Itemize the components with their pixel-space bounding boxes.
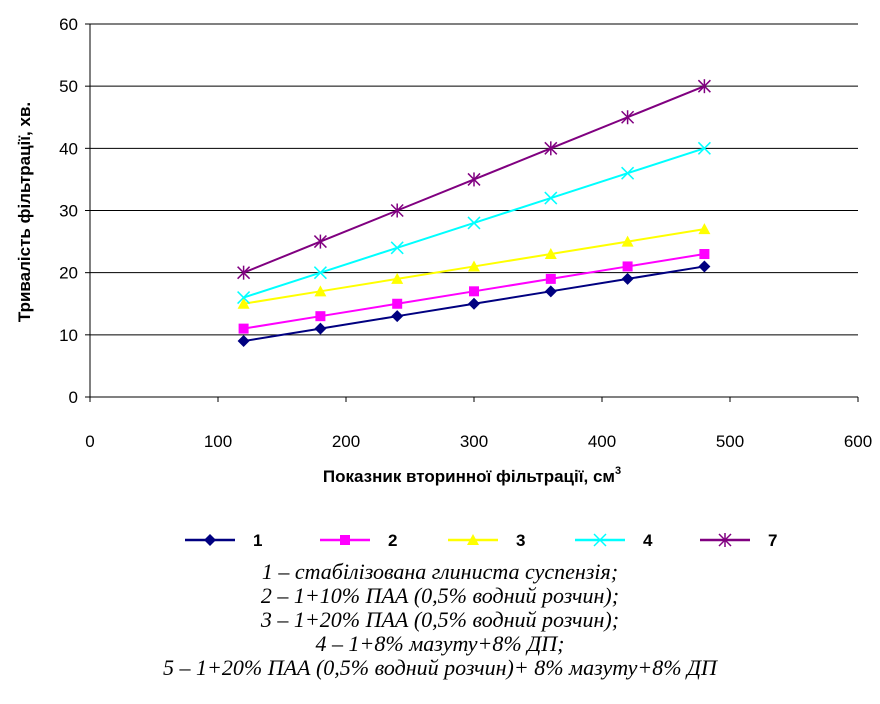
y-tick-label: 60 [59, 15, 78, 34]
point-marker [698, 260, 711, 273]
point-marker [467, 534, 479, 545]
marker-stroke [697, 141, 711, 155]
point-marker [391, 272, 404, 284]
point-marker [468, 297, 480, 310]
point-marker [238, 323, 249, 334]
x-tick-label: 600 [844, 432, 872, 451]
x-tick-label: 100 [204, 432, 232, 451]
y-axis-title: Тривалість фільтрації, хв. [15, 102, 34, 322]
legend-label: 2 [388, 531, 397, 550]
y-tick-label: 30 [59, 202, 78, 221]
point-marker [237, 291, 251, 305]
legend-item-3: 3 [448, 531, 525, 550]
legend-item-4: 4 [575, 531, 653, 550]
point-marker [699, 249, 710, 260]
caption-line: 5 – 1+20% ПАА (0,5% водний розчин)+ 8% м… [163, 655, 717, 680]
point-marker [698, 223, 711, 235]
point-marker [544, 285, 557, 298]
point-marker [544, 248, 557, 260]
x-axis-title-text: Показник вторинної фільтрації, см [323, 467, 615, 486]
x-tick-label: 500 [716, 432, 744, 451]
point-marker [314, 285, 327, 297]
point-marker [544, 191, 558, 205]
legend-label: 4 [643, 531, 653, 550]
axes [85, 23, 859, 402]
series-7 [237, 79, 711, 280]
point-marker [204, 534, 216, 546]
x-tick-label: 0 [85, 432, 94, 451]
point-marker [545, 273, 556, 284]
point-marker [593, 533, 607, 547]
x-axis-title: Показник вторинної фільтрації, см3 [323, 465, 621, 486]
point-marker [390, 241, 404, 255]
point-marker [621, 166, 635, 180]
point-marker [544, 141, 558, 156]
point-marker [340, 535, 350, 545]
point-marker [313, 234, 327, 249]
point-marker [315, 311, 326, 322]
marker-stroke [390, 241, 404, 255]
series-1 [237, 260, 711, 348]
series-4 [237, 141, 711, 305]
point-marker [621, 272, 634, 285]
x-tick-label: 200 [332, 432, 360, 451]
marker-stroke [621, 166, 635, 180]
legend-item-7: 7 [700, 531, 777, 550]
y-tick-label: 40 [59, 139, 78, 158]
marker-stroke [544, 191, 558, 205]
series-2 [238, 249, 710, 334]
point-marker [621, 235, 634, 247]
gridlines [90, 23, 858, 336]
point-marker [313, 266, 327, 280]
legend-item-1: 1 [185, 531, 262, 550]
legend-label: 7 [768, 531, 777, 550]
point-marker [697, 141, 711, 155]
legend-item-2: 2 [320, 531, 397, 550]
caption: 1 – стабілізована глиниста суспензія; 2 … [0, 560, 880, 680]
point-marker [469, 286, 479, 297]
point-marker [697, 79, 711, 94]
point-marker [314, 322, 327, 335]
point-marker [237, 335, 250, 348]
y-tick-label: 0 [69, 388, 78, 407]
caption-line: 4 – 1+8% мазуту+8% ДП; [315, 631, 565, 656]
point-marker [392, 298, 403, 309]
x-tick-label: 400 [588, 432, 616, 451]
point-marker [391, 310, 404, 323]
y-tick-label: 20 [59, 264, 78, 283]
marker-stroke [467, 216, 481, 230]
y-tick-label: 50 [59, 77, 78, 96]
point-marker [468, 260, 480, 272]
caption-line: 2 – 1+10% ПАА (0,5% водний розчин); [260, 583, 620, 608]
point-marker [237, 297, 250, 309]
caption-line: 3 – 1+20% ПАА (0,5% водний розчин); [260, 607, 620, 632]
point-marker [237, 265, 251, 280]
point-marker [467, 216, 481, 230]
marker-stroke [313, 266, 327, 280]
x-axis-title-superscript: 3 [615, 465, 621, 477]
marker-stroke [237, 291, 251, 305]
point-marker [718, 533, 732, 547]
series-lines [237, 79, 711, 348]
point-marker [621, 110, 635, 125]
series-3 [237, 223, 711, 309]
legend-label: 1 [253, 531, 262, 550]
x-tick-label: 300 [460, 432, 488, 451]
y-tick-label: 10 [59, 326, 78, 345]
legend-label: 3 [516, 531, 525, 550]
point-marker [467, 172, 481, 187]
point-marker [390, 203, 404, 218]
caption-line: 1 – стабілізована глиниста суспензія; [261, 559, 619, 584]
legend: 1 2 3 4 7 [185, 531, 777, 550]
point-marker [622, 261, 633, 272]
marker-stroke [593, 533, 607, 547]
